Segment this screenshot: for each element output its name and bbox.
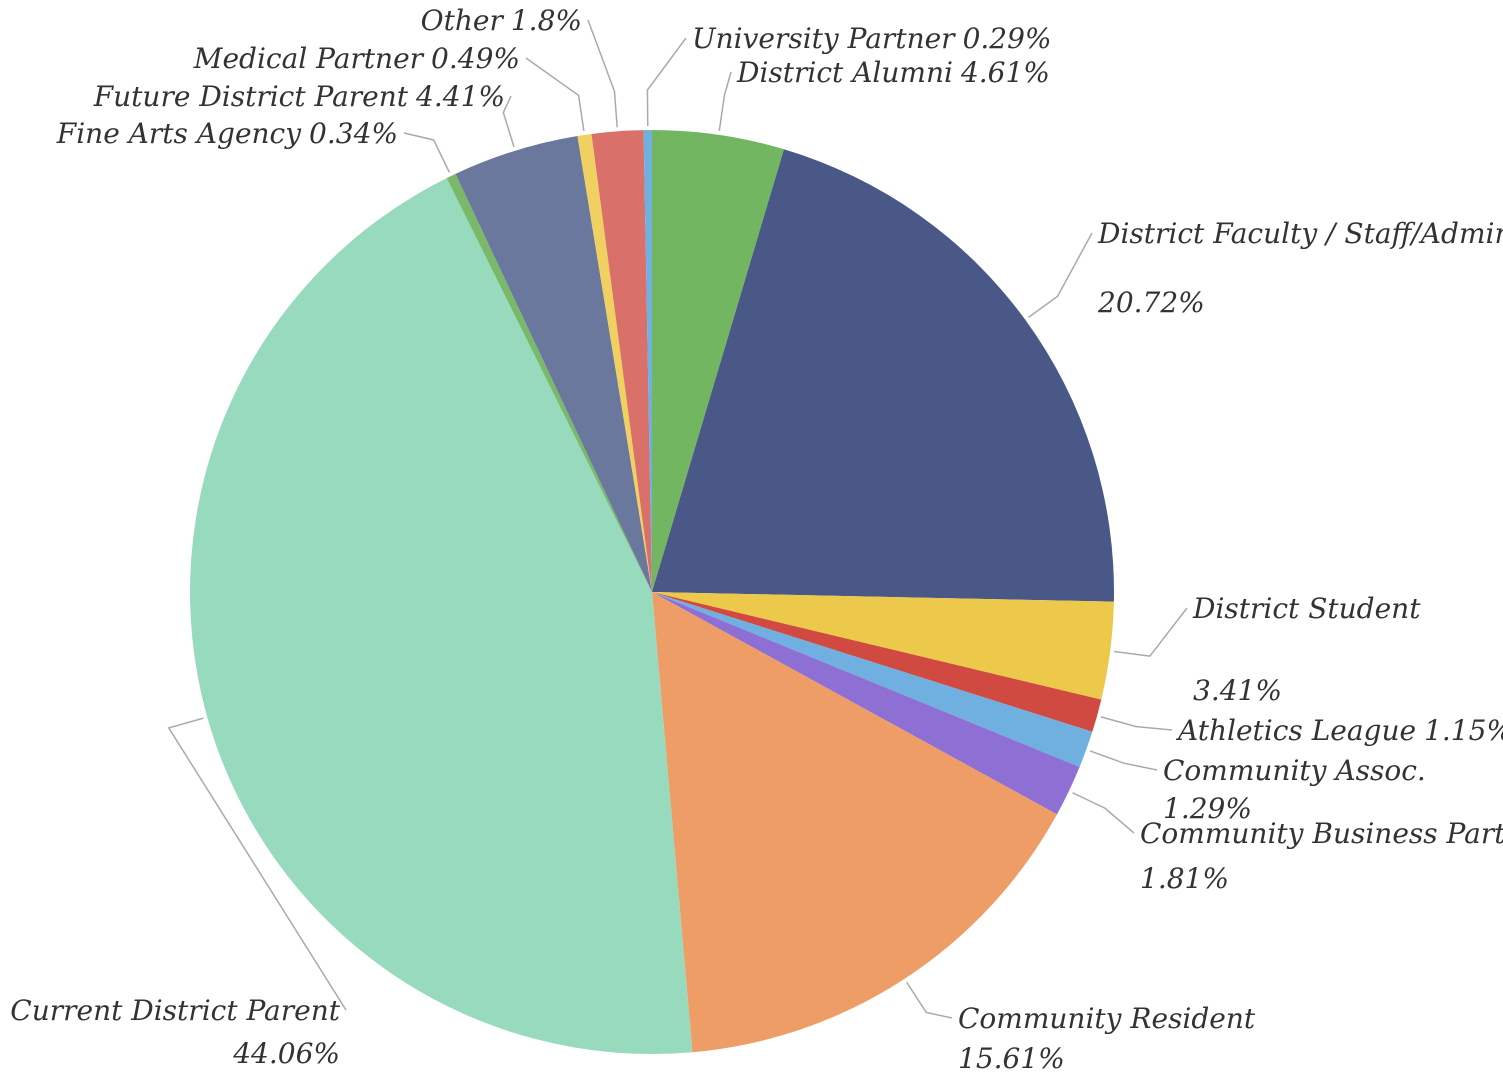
value-label: 0.49% (431, 42, 520, 75)
slice-label-group: Medical Partner 0.49% (193, 42, 520, 75)
leader-line (1072, 792, 1135, 834)
value-label: 1.8% (511, 4, 582, 37)
slice-label-group: District Alumni 4.61% (736, 56, 1050, 89)
slice-label: Other (421, 4, 505, 37)
leader-line (502, 95, 515, 148)
value-label: 1.29% (1163, 792, 1252, 825)
slice-label: Current District Parent (10, 994, 340, 1027)
slice-label: Community Business Partner (1140, 817, 1503, 850)
pie-slice (643, 130, 652, 592)
slice-label: Medical Partner (193, 42, 425, 75)
slice-label-group: Future District Parent 4.41% (93, 80, 505, 113)
value-label: 4.41% (415, 80, 505, 113)
leader-line (587, 19, 618, 128)
pie-slice (652, 149, 1115, 602)
leader-line (525, 57, 585, 132)
slice-label: Future District Parent (93, 80, 409, 113)
value-label: 0.34% (309, 117, 398, 150)
pie-slice (652, 592, 1102, 732)
slice-label: Athletics League (1175, 714, 1416, 747)
slice-label: District Faculty / Staff/Administrator (1097, 217, 1503, 250)
leader-line (906, 981, 953, 1019)
leader-line (167, 717, 347, 1011)
slice-label: Fine Arts Agency (56, 117, 302, 150)
pie-slice (652, 592, 1057, 1053)
leader-line (646, 37, 687, 127)
pie-slice (190, 178, 693, 1055)
value-label: 4.61% (960, 56, 1050, 89)
leader-line (1089, 750, 1158, 771)
slice-label: University Partner (692, 22, 956, 55)
slice-label: District Alumni (736, 56, 953, 89)
value-label: 15.61% (958, 1042, 1065, 1075)
slice-label: District Student (1192, 592, 1421, 625)
slice-label-group: Other 1.8% (421, 4, 582, 37)
slice-label: Community Resident (958, 1002, 1256, 1035)
slice-label-group: University Partner 0.29% (692, 22, 1052, 55)
pie-slice (577, 133, 652, 592)
pie-slice (652, 592, 1093, 768)
value-label: 0.29% (963, 22, 1052, 55)
value-label: 1.15% (1424, 714, 1503, 747)
leader-line (1028, 232, 1093, 319)
value-label: 44.06% (232, 1037, 340, 1070)
leader-line (718, 71, 732, 131)
leader-line (403, 132, 451, 173)
leader-line (1114, 607, 1188, 657)
slice-label-group: Fine Arts Agency 0.34% (56, 117, 398, 150)
slice-label: Community Assoc. (1163, 754, 1426, 787)
pie-slice (652, 592, 1114, 700)
leader-line (1100, 716, 1173, 731)
pie-slice (446, 173, 652, 592)
value-label: 20.72% (1097, 286, 1205, 319)
pie-slice (591, 130, 652, 592)
pie-slice (652, 592, 1080, 815)
pie-slice (652, 130, 784, 592)
pie-slice (455, 136, 652, 593)
value-label: 3.41% (1193, 674, 1282, 707)
value-label: 1.81% (1140, 862, 1229, 895)
